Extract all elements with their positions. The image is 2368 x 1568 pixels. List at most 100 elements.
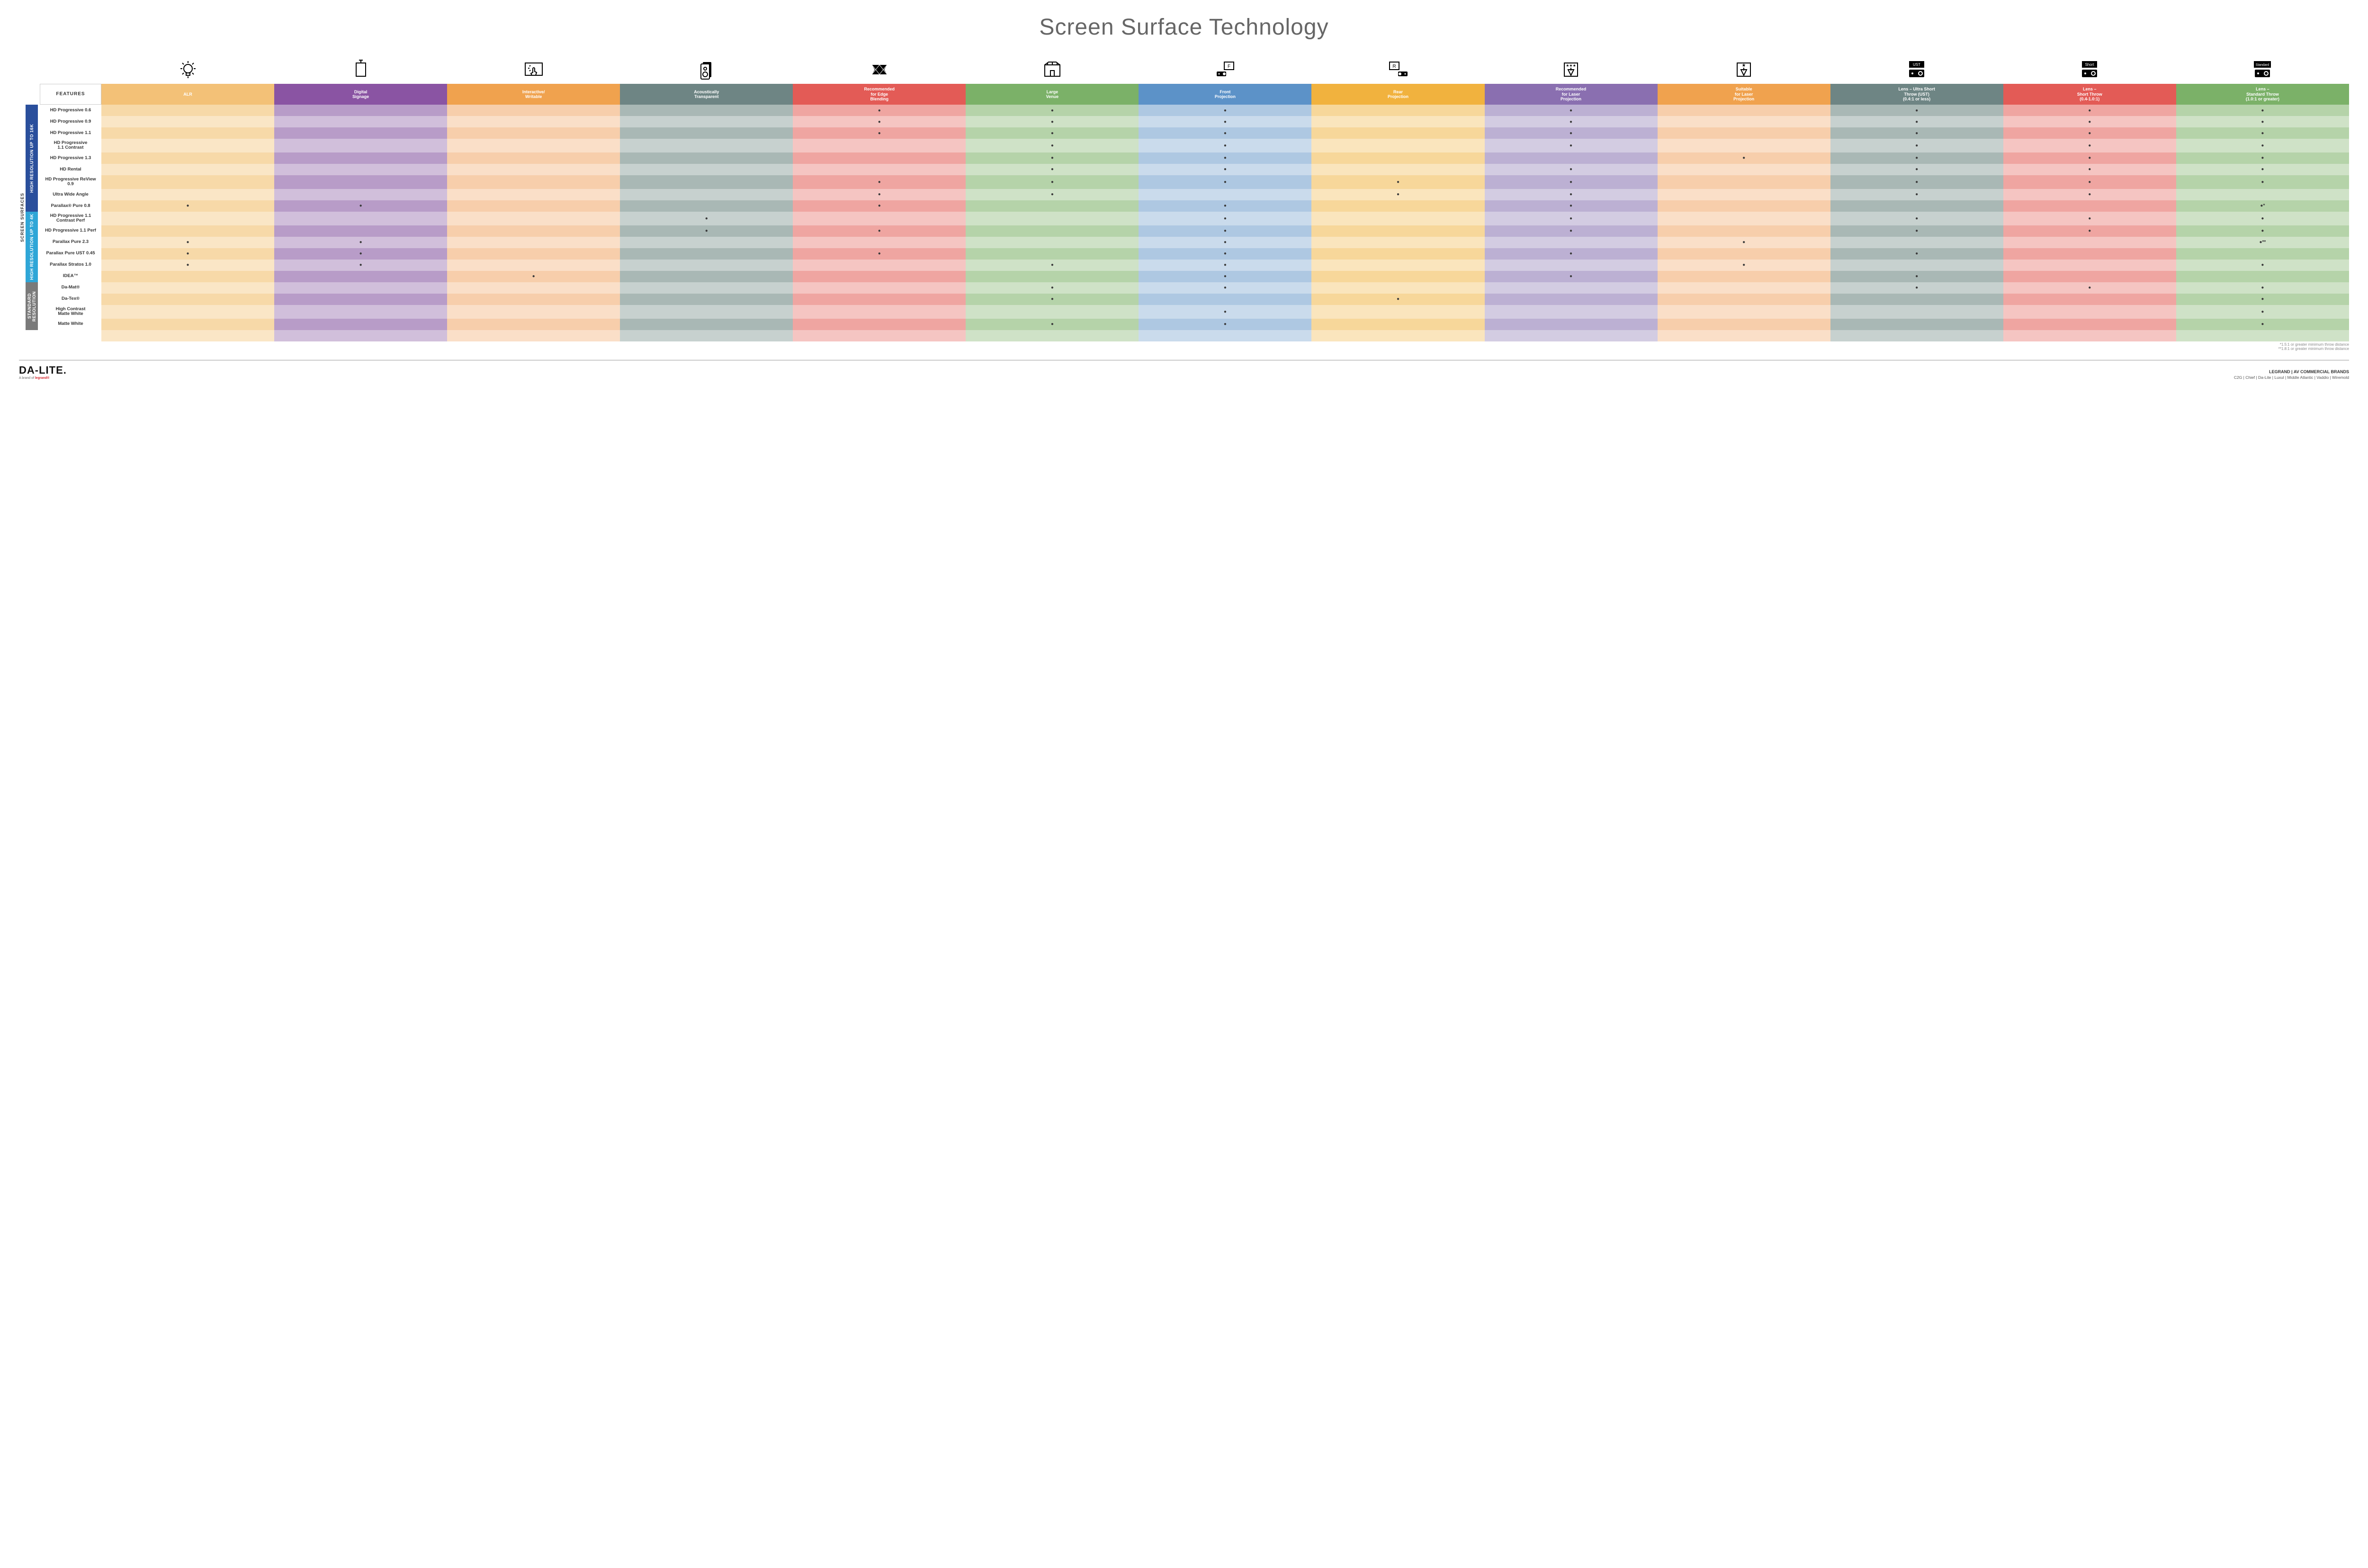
cell-suitlaser (1658, 189, 1830, 200)
cell-signage (274, 319, 447, 330)
table-row: Parallax Stratos 1.0●●●●●● (40, 260, 2349, 271)
cell-suitlaser (1658, 305, 1830, 319)
cell-front: ● (1139, 127, 1311, 139)
signage-icon (274, 54, 447, 84)
cell-front: ● (1139, 175, 1311, 189)
cell-large (966, 212, 1139, 225)
cell-edge (793, 237, 966, 248)
cell-short: ● (2003, 105, 2176, 116)
cell-alr (101, 305, 274, 319)
cell-alr: ● (101, 200, 274, 212)
cell-edge (793, 271, 966, 282)
cell-ust (1830, 260, 2003, 271)
row-label: Parallax Pure UST 0.45 (40, 248, 101, 260)
cell-short: ● (2003, 212, 2176, 225)
svg-text:UST: UST (1913, 63, 1920, 67)
cell-front: ● (1139, 305, 1311, 319)
cell-large (966, 225, 1139, 237)
cell-signage (274, 175, 447, 189)
cell-suitlaser (1658, 139, 1830, 152)
cell-edge: ● (793, 225, 966, 237)
cell-acoustic (620, 260, 793, 271)
cell-reclaser (1485, 152, 1658, 164)
cell-large: ● (966, 260, 1139, 271)
header-edge: Recommendedfor EdgeBlending (793, 84, 966, 105)
cell-edge: ● (793, 127, 966, 139)
table-row: Parallax® Pure 0.8●●●●●●* (40, 200, 2349, 212)
side-label-screens: SCREEN SURFACES (19, 105, 26, 330)
cell-front: ● (1139, 282, 1311, 294)
table-row: Matte White●●● (40, 319, 2349, 330)
cell-signage: ● (274, 200, 447, 212)
svg-text:R: R (1392, 64, 1396, 69)
cell-std (2176, 248, 2349, 260)
cell-ust: ● (1830, 105, 2003, 116)
cell-interactive: ● (447, 271, 620, 282)
cell-ust (1830, 305, 2003, 319)
footnotes: *1.5:1 or greater minimum throw distance… (40, 342, 2349, 351)
cell-edge: ● (793, 175, 966, 189)
cell-reclaser: ● (1485, 127, 1658, 139)
cell-rear: ● (1311, 175, 1484, 189)
row-label: Parallax Stratos 1.0 (40, 260, 101, 271)
short-icon: Short (2003, 54, 2176, 84)
cell-large (966, 305, 1139, 319)
cell-ust: ● (1830, 175, 2003, 189)
cell-acoustic (620, 200, 793, 212)
cell-interactive (447, 237, 620, 248)
table-row: HD Progressive ReView 0.9●●●●●●●● (40, 175, 2349, 189)
cell-suitlaser (1658, 282, 1830, 294)
cell-std: ● (2176, 175, 2349, 189)
cell-acoustic (620, 105, 793, 116)
cell-std: ● (2176, 116, 2349, 127)
cell-reclaser: ● (1485, 116, 1658, 127)
std-icon: Standard (2176, 54, 2349, 84)
cell-signage (274, 189, 447, 200)
group-label: HIGH RESOLUTION UP TO 4K (26, 212, 38, 282)
cell-short (2003, 248, 2176, 260)
cell-front: ● (1139, 319, 1311, 330)
header-signage: DigitalSignage (274, 84, 447, 105)
table-row: High ContrastMatte White●● (40, 305, 2349, 319)
cell-suitlaser (1658, 175, 1830, 189)
svg-text:F: F (1228, 64, 1230, 69)
group-label: STANDARDRESOLUTION (26, 282, 38, 330)
cell-short: ● (2003, 116, 2176, 127)
table-row: IDEA™●●●● (40, 271, 2349, 282)
table-row: HD Rental●●●●●● (40, 164, 2349, 175)
cell-rear (1311, 248, 1484, 260)
cell-acoustic (620, 305, 793, 319)
cell-large (966, 248, 1139, 260)
cell-short (2003, 260, 2176, 271)
footer-right: LEGRAND | AV COMMERCIAL BRANDS C2G | Chi… (2234, 369, 2349, 380)
cell-std: ● (2176, 212, 2349, 225)
header-std: Lens –Standard Throw(1.0:1 or greater) (2176, 84, 2349, 105)
cell-reclaser: ● (1485, 189, 1658, 200)
header-ust: Lens – Ultra ShortThrow (UST)(0.4:1 or l… (1830, 84, 2003, 105)
cell-short: ● (2003, 139, 2176, 152)
cell-short: ● (2003, 152, 2176, 164)
row-label: HD Progressive1.1 Contrast (40, 139, 101, 152)
cell-ust (1830, 294, 2003, 305)
cell-std: ● (2176, 225, 2349, 237)
cell-acoustic (620, 319, 793, 330)
cell-rear (1311, 212, 1484, 225)
front-icon: F (1139, 54, 1311, 84)
cell-alr (101, 212, 274, 225)
cell-alr (101, 139, 274, 152)
cell-std: ● (2176, 282, 2349, 294)
cell-rear (1311, 319, 1484, 330)
header-large: LargeVenue (966, 84, 1139, 105)
cell-alr (101, 105, 274, 116)
cell-signage (274, 282, 447, 294)
cell-edge: ● (793, 116, 966, 127)
cell-signage: ● (274, 260, 447, 271)
header-acoustic: AcousticallyTransparent (620, 84, 793, 105)
cell-alr: ● (101, 260, 274, 271)
svg-text:★: ★ (1742, 63, 1746, 68)
cell-rear: ● (1311, 189, 1484, 200)
cell-alr (101, 294, 274, 305)
cell-acoustic (620, 271, 793, 282)
cell-front: ● (1139, 212, 1311, 225)
cell-rear (1311, 105, 1484, 116)
